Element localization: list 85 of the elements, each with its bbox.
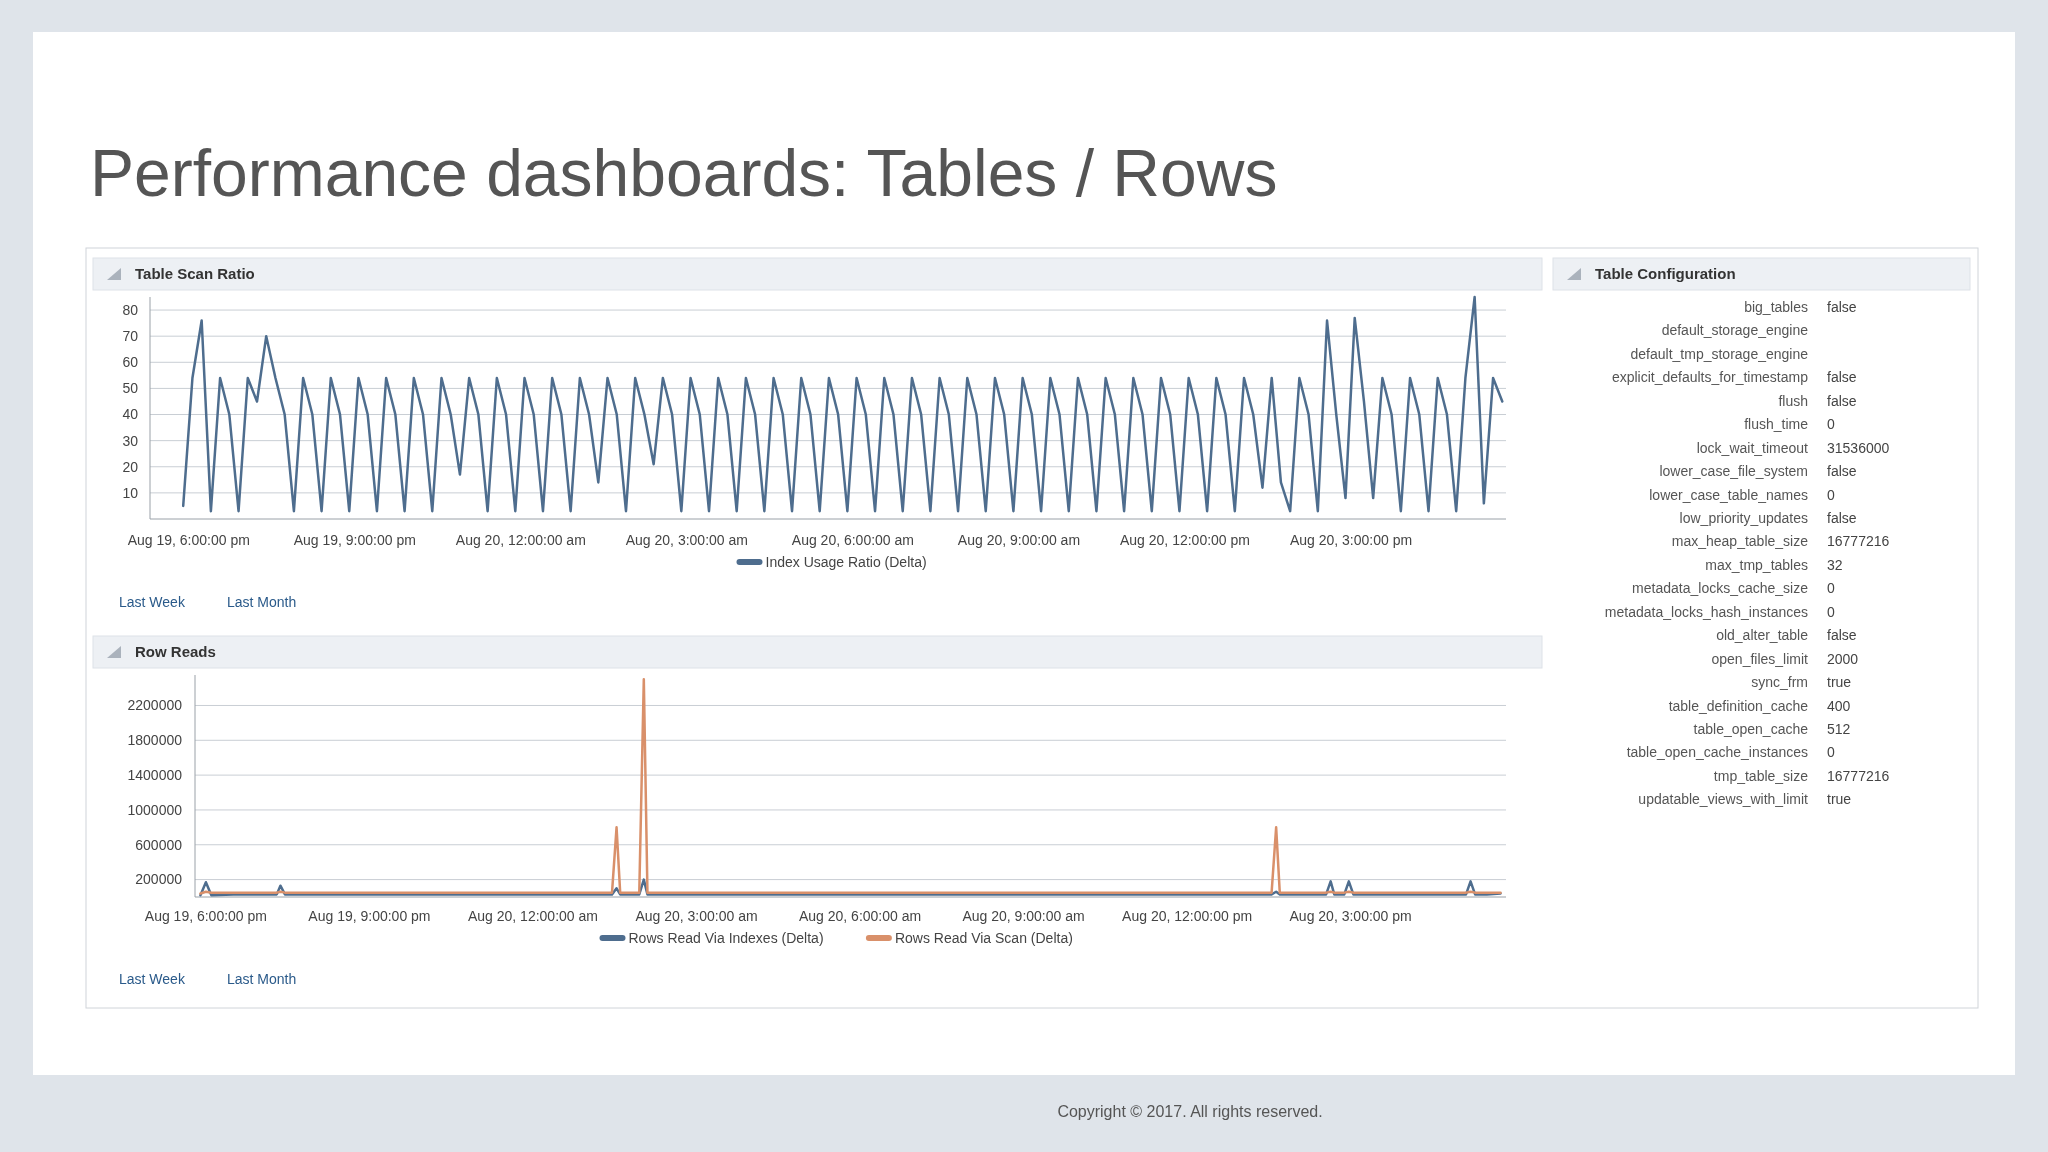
text: false	[1827, 509, 1857, 526]
x-tick-label: Aug 20, 12:00:00 am	[467, 908, 598, 924]
text: Performance dashboards: Tables / Rows	[90, 136, 1278, 210]
category-label: default_storage_engine	[1661, 322, 1809, 339]
text: Copyright © 2017. All rights reserved.	[1057, 1103, 1323, 1120]
y-tick-label: 20	[122, 458, 139, 475]
y-tick-label: 1400000	[127, 767, 183, 784]
text: 32	[1827, 556, 1843, 573]
text: 0	[1827, 744, 1835, 761]
text: Last Month	[227, 593, 297, 610]
category-label: lower_case_table_names	[1649, 486, 1808, 503]
x-tick-label: Aug 20, 6:00:00 am	[798, 908, 922, 924]
x-tick-label: Aug 20, 3:00:00 pm	[1289, 532, 1413, 548]
category-label: lower_case_file_system	[1659, 463, 1808, 480]
category-label: default_tmp_storage_engine	[1630, 345, 1809, 362]
x-tick-label: Aug 20, 12:00:00 pm	[1122, 908, 1253, 924]
category-label: table_definition_cache	[1668, 697, 1809, 714]
text: 16777216	[1827, 533, 1890, 550]
category-label: flush_time	[1744, 416, 1809, 433]
text: 31536000	[1827, 439, 1890, 456]
category-label: low_priority_updates	[1679, 509, 1808, 526]
x-tick-label: Aug 19, 6:00:00 pm	[127, 532, 250, 548]
text: 0	[1827, 486, 1835, 503]
category-label: metadata_locks_hash_instances	[1604, 603, 1808, 620]
y-tick-label: 40	[122, 406, 139, 423]
text: 2000	[1827, 650, 1859, 667]
y-tick-label: 10	[122, 484, 139, 501]
x-tick-label: Aug 20, 12:00:00 am	[455, 532, 586, 548]
chart-title: Table Scan Ratio	[135, 265, 255, 282]
category-label: tmp_table_size	[1713, 767, 1809, 784]
x-tick-label: Aug 20, 3:00:00 pm	[1289, 908, 1412, 924]
text: true	[1827, 791, 1852, 808]
x-tick-label: Aug 20, 9:00:00 am	[962, 908, 1085, 924]
x-tick-label: Aug 20, 3:00:00 am	[625, 532, 748, 548]
x-tick-label: Aug 20, 12:00:00 pm	[1119, 532, 1250, 548]
text: 16777216	[1827, 767, 1890, 784]
category-label: lock_wait_timeout	[1696, 439, 1809, 456]
category-label: sync_frm	[1751, 674, 1808, 691]
text: Table Configuration	[1595, 265, 1736, 282]
y-tick-label: 2200000	[127, 697, 183, 714]
category-label: explicit_defaults_for_timestamp	[1611, 369, 1809, 386]
text: Last Week	[119, 593, 186, 610]
y-tick-label: 70	[122, 328, 139, 345]
text: false	[1827, 463, 1857, 480]
y-tick-label: 60	[122, 354, 139, 371]
legend-label: Rows Read Via Scan (Delta)	[894, 929, 1073, 946]
text: 0	[1827, 580, 1835, 597]
category-label: open_files_limit	[1711, 650, 1809, 667]
text: Last Week	[119, 970, 186, 987]
y-tick-label: 30	[122, 432, 139, 449]
category-label: flush	[1778, 392, 1808, 409]
y-tick-label: 600000	[135, 836, 183, 853]
category-label: old_alter_table	[1716, 627, 1809, 644]
y-tick-label: 200000	[135, 871, 183, 888]
category-label: max_heap_table_size	[1671, 533, 1809, 550]
text: false	[1827, 298, 1857, 315]
text: 400	[1827, 697, 1851, 714]
x-tick-label: Aug 19, 6:00:00 pm	[144, 908, 267, 924]
text: 512	[1827, 721, 1851, 737]
y-tick-label: 50	[122, 380, 139, 397]
text: true	[1827, 674, 1852, 691]
text: false	[1827, 392, 1857, 409]
category-label: table_open_cache_instances	[1626, 744, 1808, 761]
line-series	[181, 295, 1504, 513]
category-label: big_tables	[1744, 298, 1808, 315]
chart-title: Row Reads	[135, 643, 216, 660]
legend-label: Index Usage Ratio (Delta)	[765, 553, 927, 570]
x-tick-label: Aug 19, 9:00:00 pm	[293, 532, 416, 548]
text: false	[1827, 627, 1857, 644]
text: Last Month	[227, 970, 297, 987]
category-label: metadata_locks_cache_size	[1632, 580, 1809, 597]
y-tick-label: 1800000	[127, 732, 183, 749]
category-label: updatable_views_with_limit	[1638, 791, 1809, 808]
legend-label: Rows Read Via Indexes (Delta)	[628, 929, 824, 946]
y-tick-label: 1000000	[127, 801, 183, 818]
x-tick-label: Aug 19, 9:00:00 pm	[308, 908, 431, 924]
x-tick-label: Aug 20, 3:00:00 am	[635, 908, 758, 924]
category-label: max_tmp_tables	[1705, 556, 1808, 573]
text: false	[1827, 369, 1857, 386]
category-label: table_open_cache	[1693, 721, 1809, 737]
x-tick-label: Aug 20, 6:00:00 am	[791, 532, 915, 548]
y-tick-label: 80	[122, 301, 139, 318]
x-tick-label: Aug 20, 9:00:00 am	[957, 532, 1081, 548]
text: 0	[1827, 416, 1835, 433]
text: 0	[1827, 603, 1835, 620]
